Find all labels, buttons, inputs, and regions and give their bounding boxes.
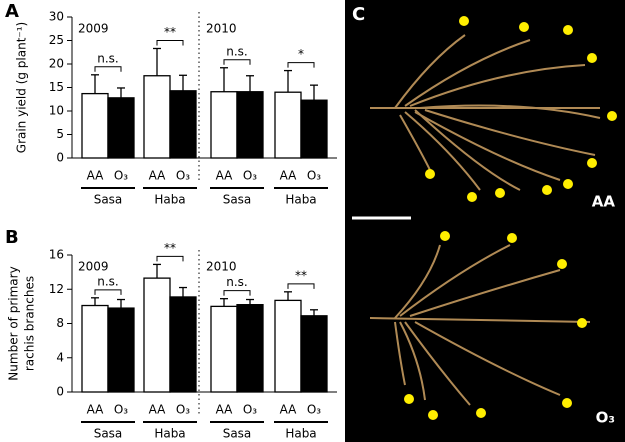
photo-panel: C AA O₃ — [345, 0, 625, 442]
bar — [300, 99, 328, 159]
significance-bracket — [287, 62, 315, 68]
bar — [274, 91, 302, 159]
y-tick-label: 8 — [56, 316, 64, 330]
panel-label: C — [352, 4, 365, 25]
x-tick-label: O₃ — [114, 403, 128, 417]
y-tick-label: 12 — [49, 282, 64, 296]
bar — [236, 91, 264, 159]
significance-bracket — [287, 283, 315, 289]
bar — [210, 91, 238, 159]
x-tick-label: O₃ — [243, 169, 257, 183]
panel-label: A — [5, 1, 19, 22]
group-label: Sasa — [223, 427, 252, 441]
y-tick-label: 30 — [49, 10, 64, 24]
x-tick-label: O₃ — [307, 169, 321, 183]
group-label: Sasa — [223, 193, 252, 207]
bar — [169, 296, 197, 393]
y-tick-label: 0 — [56, 151, 64, 165]
panel-label: B — [5, 227, 19, 248]
y-tick-label: 20 — [49, 57, 64, 71]
year-label: 2009 — [78, 22, 109, 36]
x-tick-label: O₃ — [176, 169, 190, 183]
marker-dots — [404, 16, 617, 420]
y-tick-label: 4 — [56, 350, 64, 364]
x-tick-label: AA — [149, 403, 167, 417]
y-axis-label: Grain yield (g plant⁻¹) — [15, 22, 29, 153]
group-label: Haba — [154, 427, 185, 441]
significance-label: n.s. — [226, 275, 248, 289]
bar — [107, 307, 135, 393]
year-label: 2010 — [206, 260, 237, 274]
photo-tag: AA — [592, 193, 616, 211]
bar — [236, 304, 264, 393]
significance-bracket — [156, 255, 184, 262]
group-label: Sasa — [94, 193, 123, 207]
x-tick-label: O₃ — [176, 403, 190, 417]
year-label: 2009 — [78, 260, 109, 274]
y-tick-label: 16 — [49, 248, 64, 262]
group-label: Haba — [285, 193, 316, 207]
group-label: Haba — [285, 427, 316, 441]
x-tick-label: O₃ — [114, 169, 128, 183]
bar — [107, 97, 135, 159]
significance-label: ** — [164, 25, 176, 39]
significance-label: n.s. — [97, 274, 119, 288]
y-tick-label: 15 — [49, 80, 64, 94]
bar — [300, 315, 328, 393]
y-tick-label: 5 — [56, 127, 64, 141]
significance-bracket — [223, 59, 251, 65]
significance-label: n.s. — [226, 44, 248, 58]
bar — [81, 304, 109, 393]
significance-label: * — [298, 47, 304, 61]
y-tick-label: 0 — [56, 385, 64, 399]
year-label: 2010 — [206, 22, 237, 36]
group-label: Sasa — [94, 427, 123, 441]
y-axis-label: Number of primary — [7, 266, 21, 380]
y-axis-label: rachis branches — [23, 276, 37, 371]
x-tick-label: AA — [149, 169, 167, 183]
significance-label: ** — [295, 268, 307, 282]
x-tick-label: AA — [280, 403, 298, 417]
bar — [210, 305, 238, 393]
group-label: Haba — [154, 193, 185, 207]
x-tick-label: AA — [216, 169, 234, 183]
x-tick-label: O₃ — [307, 403, 321, 417]
bar — [169, 90, 197, 159]
photo-tag: O₃ — [596, 409, 615, 427]
y-tick-label: 10 — [49, 104, 64, 118]
significance-bracket — [156, 39, 184, 46]
y-tick-label: 25 — [49, 33, 64, 47]
x-tick-label: O₃ — [243, 403, 257, 417]
x-tick-label: AA — [87, 169, 105, 183]
bar — [143, 75, 171, 159]
significance-label: n.s. — [97, 51, 119, 65]
significance-bracket — [223, 290, 251, 296]
panicle-bottom — [369, 244, 591, 406]
bar — [274, 299, 302, 393]
x-tick-label: AA — [280, 169, 298, 183]
panicle-top — [370, 34, 601, 191]
photo-background — [345, 0, 625, 442]
significance-label: ** — [164, 241, 176, 255]
x-tick-label: AA — [87, 403, 105, 417]
bar — [143, 277, 171, 393]
bar — [81, 92, 109, 159]
x-tick-label: AA — [216, 403, 234, 417]
significance-bracket — [94, 66, 122, 72]
significance-bracket — [94, 289, 122, 295]
